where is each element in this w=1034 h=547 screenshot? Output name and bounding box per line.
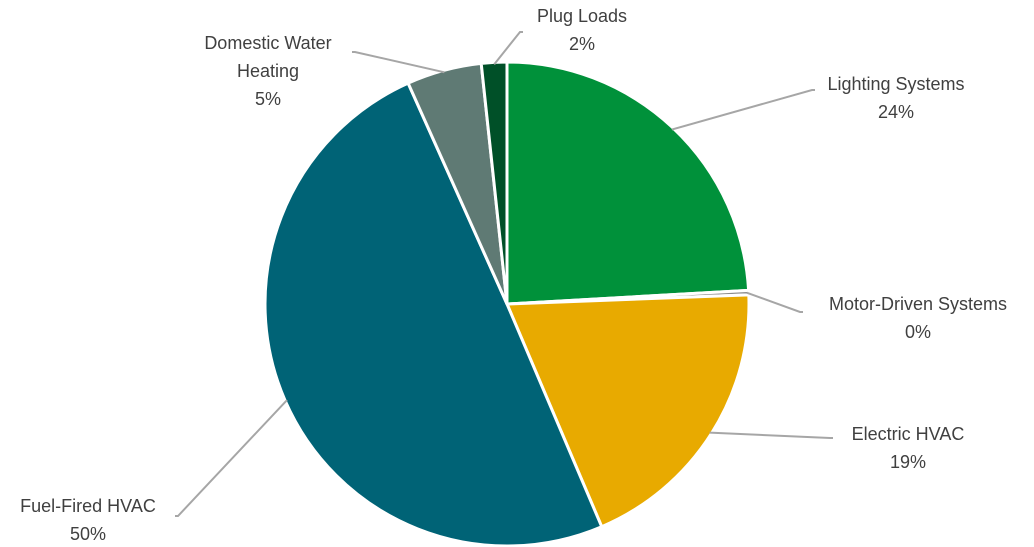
slice-percent-domestic-water-heating: 5%: [255, 89, 281, 109]
slice-percent-lighting-systems: 24%: [878, 102, 914, 122]
leader-line-lighting-systems: [671, 89, 815, 131]
slice-labels: Lighting Systems 24% Motor-Driven Systems 0…: [20, 6, 1007, 544]
leader-line-motor-driven-systems: [746, 291, 803, 313]
pie-slice-plug-loads: [479, 60, 509, 306]
slice-label-fuel-fired-hvac: Fuel-Fired HVAC: [20, 496, 156, 516]
leader-line-electric-hvac: [709, 431, 833, 439]
slice-percent-fuel-fired-hvac: 50%: [70, 524, 106, 544]
slice-label-domestic-water-heating-line-1: Domestic Water: [204, 33, 331, 53]
leader-lines: [175, 31, 833, 517]
slice-label-motor-driven-systems: Motor-Driven Systems: [829, 294, 1007, 314]
leader-line-fuel-fired-hvac: [175, 399, 288, 517]
slice-percent-plug-loads: 2%: [569, 34, 595, 54]
slice-percent-motor-driven-systems: 0%: [905, 322, 931, 342]
leader-line-plug-loads: [493, 31, 523, 65]
leader-line-domestic-water-heating: [352, 51, 445, 74]
slice-percent-electric-hvac: 19%: [890, 452, 926, 472]
pie-slices: [263, 60, 751, 547]
pie-slice-lighting-systems: [505, 60, 751, 306]
slice-label-plug-loads: Plug Loads: [537, 6, 627, 26]
slice-label-electric-hvac: Electric HVAC: [852, 424, 965, 444]
slice-label-domestic-water-heating-line-2: Heating: [237, 61, 299, 81]
slice-label-lighting-systems: Lighting Systems: [827, 74, 964, 94]
